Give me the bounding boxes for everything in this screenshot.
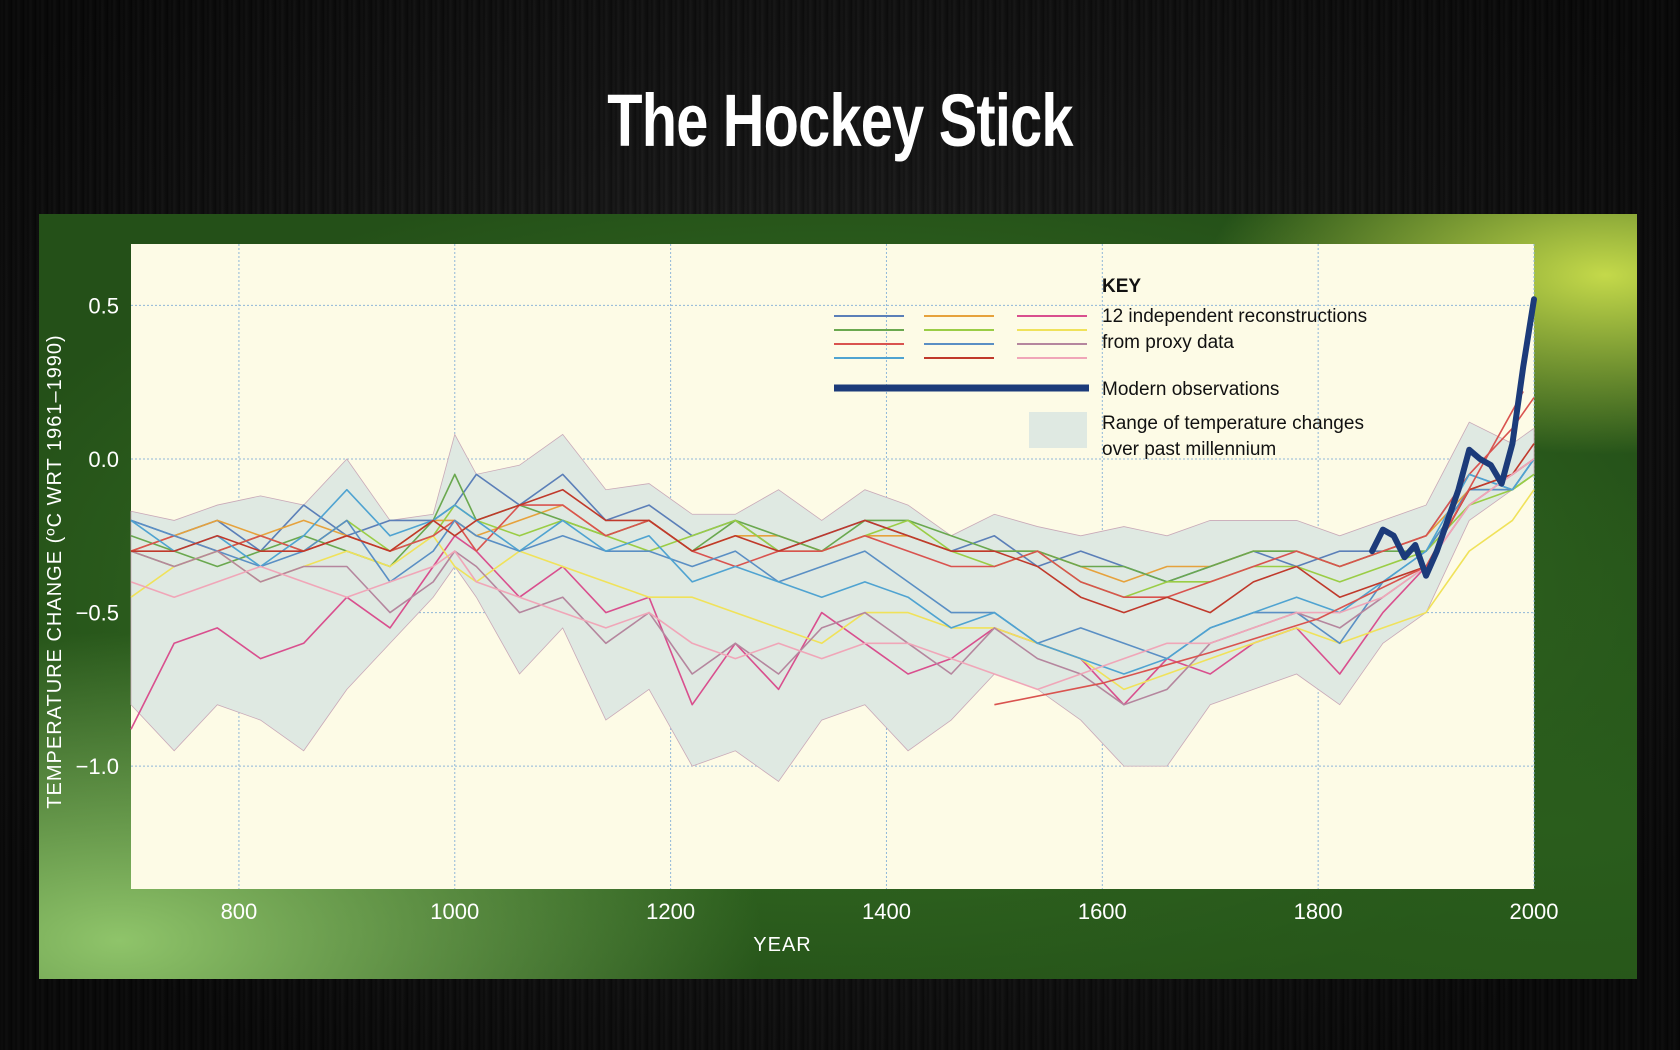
reconstruction-series-line: [130, 458, 1535, 706]
x-tick-label: 800: [221, 899, 258, 924]
slide-title: The Hockey Stick: [607, 79, 1073, 162]
x-tick-label: 1800: [1294, 899, 1343, 924]
legend-range-label: Range of temperature changes: [1102, 413, 1364, 434]
y-tick-label: 0.5: [88, 293, 119, 318]
y-tick-label: −1.0: [76, 754, 119, 779]
x-tick-label: 1600: [1078, 899, 1127, 924]
chart-panel: 800 1000 1200 1400 1600 1800 2000 0.5 0.0 −0.5 −1…: [39, 214, 1637, 979]
legend-reconstructions-label: 12 independent reconstructions: [1102, 306, 1367, 327]
reconstruction-series-line: [130, 458, 1535, 675]
range-band: [130, 421, 1535, 783]
reconstruction-lines: [130, 397, 1535, 730]
x-tick-label: 1200: [646, 899, 695, 924]
y-tick-label: −0.5: [76, 601, 119, 626]
legend-reconstructions-label-2: from proxy data: [1102, 332, 1234, 353]
legend-reconstruction-swatches: [834, 315, 1087, 359]
x-axis-title: YEAR: [753, 934, 811, 956]
x-tick-labels: 800 1000 1200 1400 1600 1800 2000: [221, 899, 1559, 924]
y-tick-labels: 0.5 0.0 −0.5 −1.0: [76, 293, 119, 779]
reconstruction-series-line: [130, 458, 1535, 660]
x-tick-label: 1400: [862, 899, 911, 924]
y-axis-title: TEMPERATURE CHANGE (ºC WRT 1961–1990): [44, 334, 66, 808]
legend-heading: KEY: [1102, 276, 1141, 297]
y-tick-label: 0.0: [88, 447, 119, 472]
legend-range-label-2: over past millennium: [1102, 439, 1276, 460]
legend-observations-label: Modern observations: [1102, 379, 1279, 400]
reconstruction-series-line: [130, 458, 1535, 730]
modern-observations-line: [1369, 296, 1537, 579]
hockey-stick-chart: 800 1000 1200 1400 1600 1800 2000 0.5 0.0 −0.5 −1…: [44, 244, 1559, 956]
x-tick-label: 2000: [1510, 899, 1559, 924]
legend-range-swatch: [1029, 412, 1087, 448]
x-tick-label: 1000: [430, 899, 479, 924]
reconstruction-series-line: [131, 443, 1535, 614]
legend: KEY 12 independent reconstructions from …: [834, 276, 1367, 460]
reconstruction-series-line: [130, 458, 1535, 691]
